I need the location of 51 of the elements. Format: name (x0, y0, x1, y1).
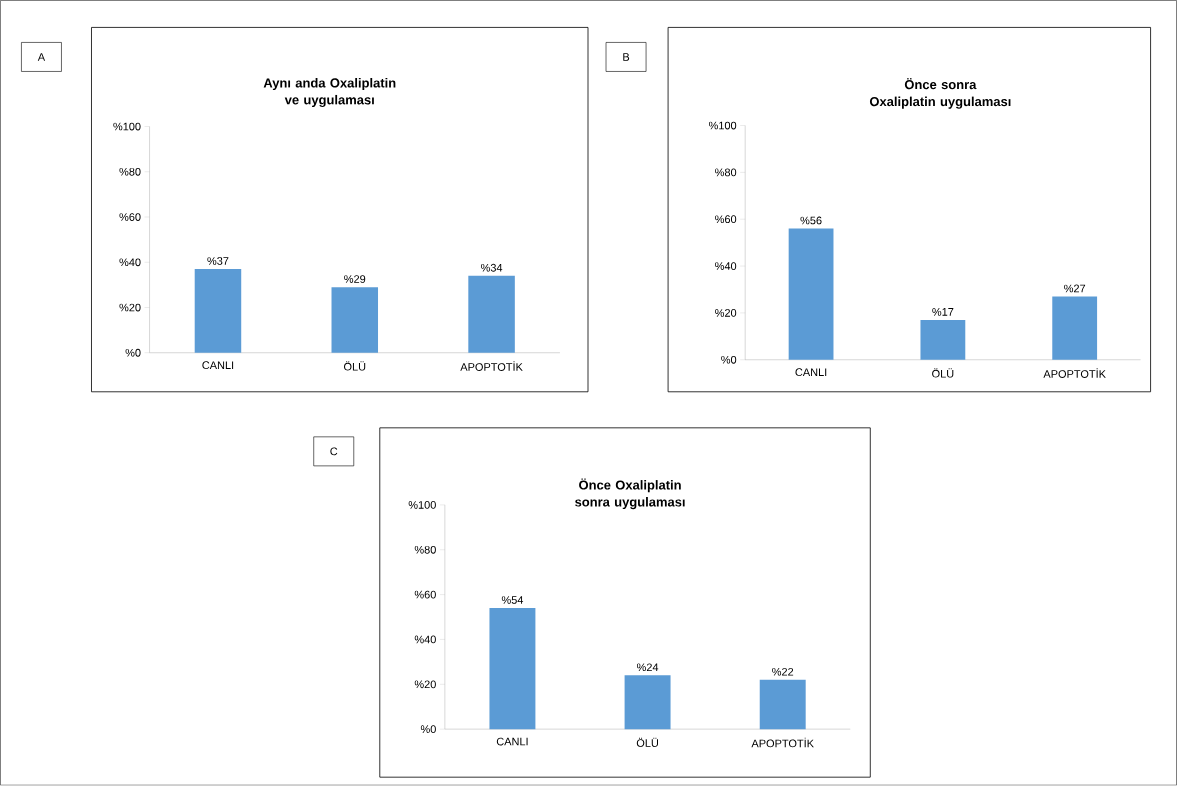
x-tick-label: ÖLÜ (636, 737, 658, 748)
y-tick-label: %100 (708, 121, 737, 130)
chart-title: Önce Oxaliplatin sonra uygulaması (575, 478, 685, 510)
y-tick-label: %60 (119, 213, 141, 222)
y-tick-label: %20 (414, 680, 436, 689)
y-tick-label: %80 (119, 168, 141, 176)
bar (331, 287, 379, 353)
y-tick-label: %60 (414, 590, 436, 599)
text: B (623, 53, 630, 61)
x-tick-label: CANLI (496, 737, 528, 746)
y-tick-label: %40 (715, 262, 737, 271)
bar (468, 276, 515, 353)
y-tick-label: %40 (414, 635, 436, 644)
data-label: %29 (344, 275, 366, 284)
data-label: %27 (1064, 284, 1086, 293)
data-label: %54 (501, 596, 524, 605)
bar (759, 680, 806, 730)
y-tick-label: %100 (408, 501, 436, 509)
chart-title: Önce sonra Oxaliplatin uygulaması (869, 78, 1011, 109)
x-tick-label: ÖLÜ (344, 361, 366, 371)
y-tick-label: %0 (125, 349, 141, 357)
y-tick-label: %100 (113, 122, 141, 131)
chart-title: Aynı anda Oxaliplatin ve uygulaması (263, 78, 396, 108)
data-label: %22 (772, 668, 794, 676)
x-tick-label: APOPTOTİK (460, 361, 523, 372)
y-tick-label: %60 (715, 215, 737, 224)
y-tick-label: %20 (119, 303, 141, 312)
y-tick-label: %0 (721, 356, 737, 364)
bar (1052, 296, 1098, 360)
x-tick-label: CANLI (795, 368, 827, 377)
y-tick-label: %80 (715, 168, 737, 177)
bar (489, 608, 536, 730)
y-tick-label: %40 (119, 258, 141, 267)
data-label: %37 (207, 257, 229, 266)
text: C (330, 447, 338, 456)
y-tick-label: %0 (420, 725, 436, 734)
bar (194, 269, 242, 353)
data-label: %34 (480, 264, 503, 272)
data-label: %24 (636, 663, 659, 672)
bar (920, 320, 966, 360)
text: A (37, 53, 46, 61)
bar (624, 675, 671, 730)
x-tick-label: APOPTOTİK (1043, 368, 1106, 379)
x-tick-label: CANLI (202, 361, 234, 370)
data-label: %56 (800, 216, 822, 225)
x-tick-label: ÖLÜ (932, 368, 954, 378)
y-tick-label: %20 (715, 309, 737, 317)
x-tick-label: APOPTOTİK (751, 737, 814, 748)
data-label: %17 (932, 308, 954, 316)
y-tick-label: %80 (414, 546, 436, 554)
bar (788, 228, 834, 360)
